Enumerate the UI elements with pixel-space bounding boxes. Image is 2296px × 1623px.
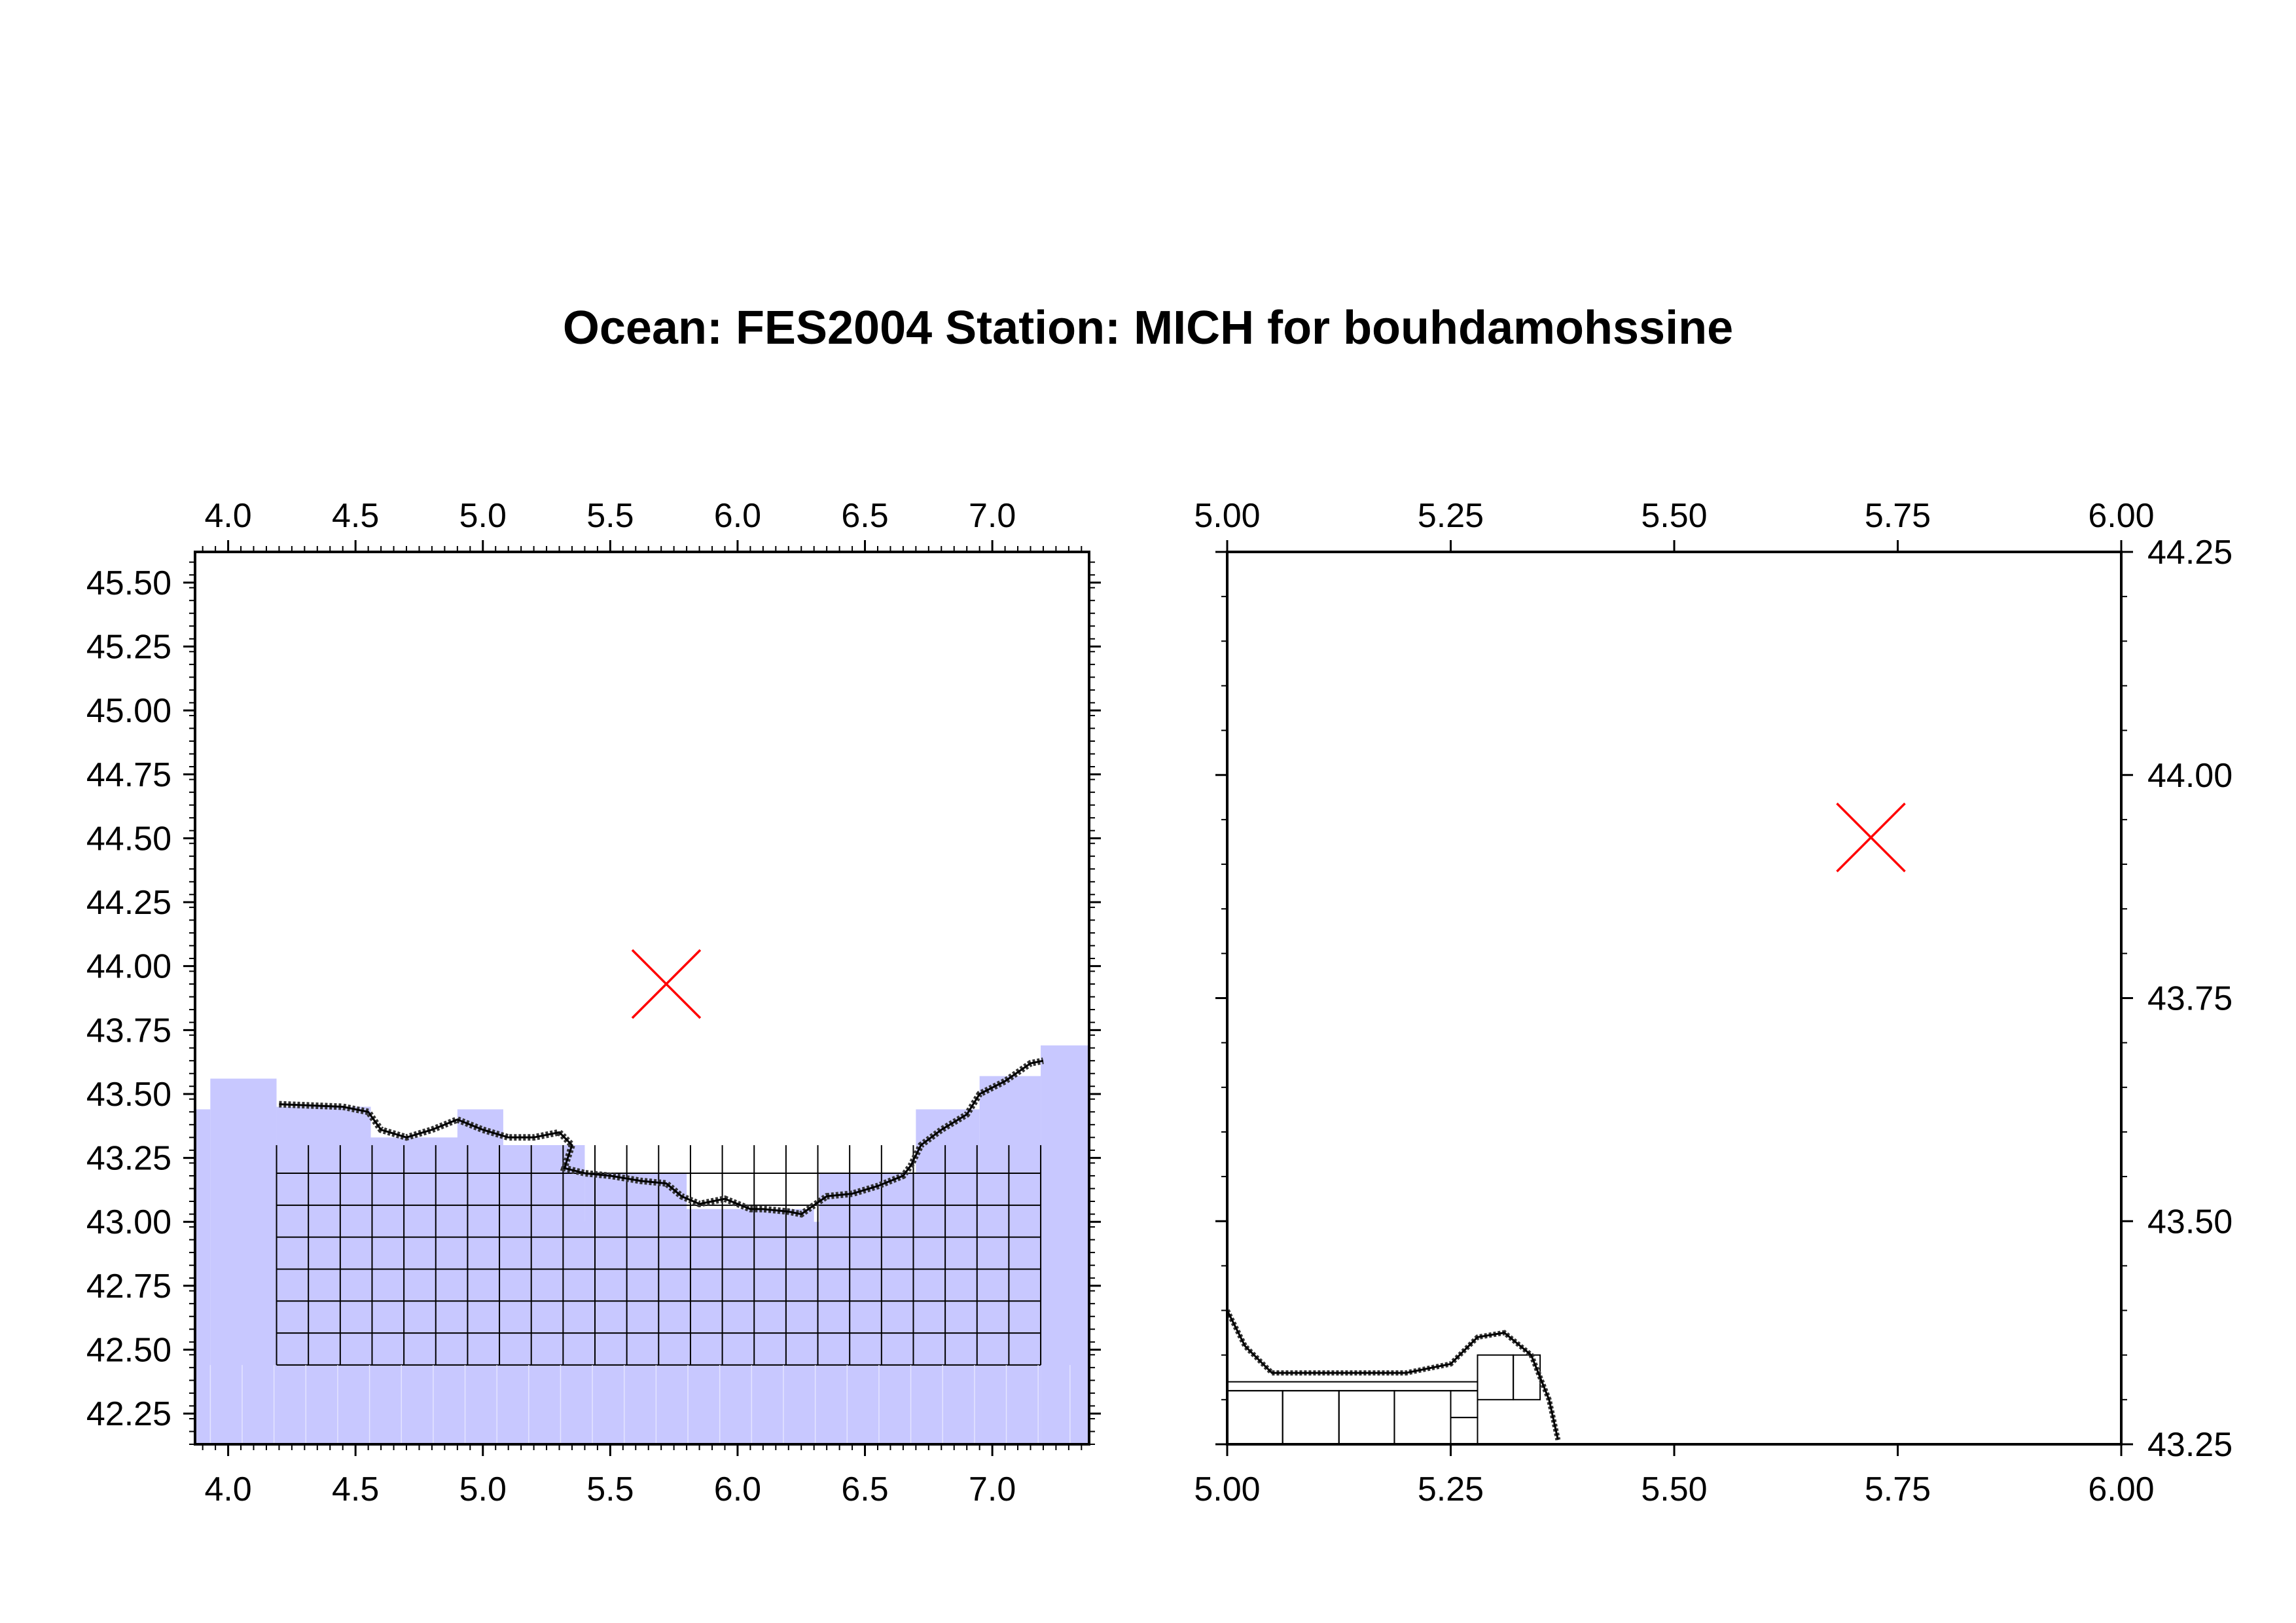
y-tick-label: 42.75 xyxy=(86,1267,171,1305)
x-tick-label: 6.0 xyxy=(714,497,761,535)
y-tick-label: 43.25 xyxy=(86,1140,171,1178)
land-block xyxy=(195,1109,211,1444)
y-tick-label: 43.50 xyxy=(2147,1203,2233,1241)
y-tick-label: 44.50 xyxy=(86,820,171,858)
y-tick-label: 42.50 xyxy=(86,1331,171,1369)
y-tick-label: 43.75 xyxy=(86,1012,171,1049)
left-map-frame xyxy=(194,551,1090,1446)
x-tick-label: 4.5 xyxy=(332,1470,379,1508)
land-block xyxy=(687,1209,814,1444)
x-tick-label: 6.00 xyxy=(2088,1470,2154,1508)
y-tick-label: 45.25 xyxy=(86,629,171,666)
land-block xyxy=(1041,1045,1089,1444)
mesh-block xyxy=(1477,1354,1515,1400)
right-map-frame xyxy=(1226,551,2123,1446)
station-marker xyxy=(631,949,702,1019)
y-tick-label: 43.50 xyxy=(86,1076,171,1114)
station-marker-stroke xyxy=(1836,802,1906,873)
y-tick-label: 43.25 xyxy=(2147,1426,2233,1464)
mesh-block xyxy=(1450,1390,1479,1419)
x-tick-label: 6.5 xyxy=(841,497,888,535)
land-block xyxy=(482,1145,585,1444)
left-map-panel: 4.0 4.0 4.5 4.5 5.0 5.0 5.5 5.5 6.0 6.0 6.5 6.5 7.0 7… xyxy=(86,497,1101,1508)
x-tick-label: 6.00 xyxy=(2088,497,2154,535)
y-tick-label: 43.75 xyxy=(2147,980,2233,1018)
x-tick-label: 5.0 xyxy=(459,497,507,535)
x-tick-label: 6.5 xyxy=(841,1470,888,1508)
y-tick-label: 44.75 xyxy=(86,756,171,794)
land-block xyxy=(819,1173,916,1444)
coastline xyxy=(1227,1309,1561,1441)
x-tick-label: 5.75 xyxy=(1865,1470,1931,1508)
x-tick-label: 6.0 xyxy=(714,1470,761,1508)
coastline-edge xyxy=(1227,1309,1559,1440)
x-tick-label: 5.25 xyxy=(1418,1470,1484,1508)
x-tick-label: 5.5 xyxy=(586,1470,634,1508)
right-map-content xyxy=(1227,802,1906,1444)
station-marker-stroke xyxy=(631,949,702,1019)
land-block xyxy=(916,1109,980,1444)
mesh-block xyxy=(1227,1381,1479,1392)
station-marker xyxy=(1836,802,1906,873)
right-map-panel: 5.00 5.00 5.25 5.25 5.50 5.50 5.75 5.75 6.00 6.00… xyxy=(1194,497,2233,1508)
x-tick-label: 4.5 xyxy=(332,497,379,535)
mesh-block xyxy=(1282,1390,1340,1444)
x-tick-label: 4.0 xyxy=(204,1470,251,1508)
left-map-content xyxy=(195,949,1089,1444)
x-tick-label: 5.0 xyxy=(459,1470,507,1508)
x-tick-label: 5.5 xyxy=(586,497,634,535)
x-tick-label: 4.0 xyxy=(204,497,251,535)
y-tick-label: 44.00 xyxy=(2147,757,2233,795)
y-tick-label: 44.25 xyxy=(2147,534,2233,572)
x-tick-label: 5.50 xyxy=(1641,1470,1707,1508)
x-tick-label: 5.75 xyxy=(1865,497,1931,535)
y-tick-label: 45.00 xyxy=(86,692,171,730)
y-tick-label: 44.00 xyxy=(86,948,171,986)
x-tick-label: 5.00 xyxy=(1194,1470,1260,1508)
coastline-edge xyxy=(279,1059,1044,1216)
x-tick-label: 7.0 xyxy=(969,497,1016,535)
x-tick-label: 5.00 xyxy=(1194,497,1260,535)
plot-title: Ocean: FES2004 Station: MICH for bouhdam… xyxy=(562,302,1734,354)
x-tick-label: 5.25 xyxy=(1418,497,1484,535)
land-block xyxy=(276,1106,371,1444)
land-block xyxy=(584,1173,687,1444)
land-block xyxy=(210,1078,277,1444)
mesh-block xyxy=(1513,1354,1541,1400)
mesh-block xyxy=(1393,1390,1452,1444)
x-tick-label: 7.0 xyxy=(969,1470,1016,1508)
y-tick-label: 44.25 xyxy=(86,884,171,922)
light-grid xyxy=(209,1364,1071,1444)
land-block xyxy=(979,1076,1041,1444)
y-tick-label: 43.00 xyxy=(86,1203,171,1241)
mesh-block xyxy=(1450,1417,1479,1444)
mesh-block xyxy=(1338,1390,1395,1444)
mesh-grid xyxy=(276,1145,1042,1366)
x-tick-label: 5.50 xyxy=(1641,497,1707,535)
y-tick-label: 45.50 xyxy=(86,564,171,602)
mesh-block xyxy=(1227,1390,1283,1444)
y-tick-label: 42.25 xyxy=(86,1395,171,1433)
